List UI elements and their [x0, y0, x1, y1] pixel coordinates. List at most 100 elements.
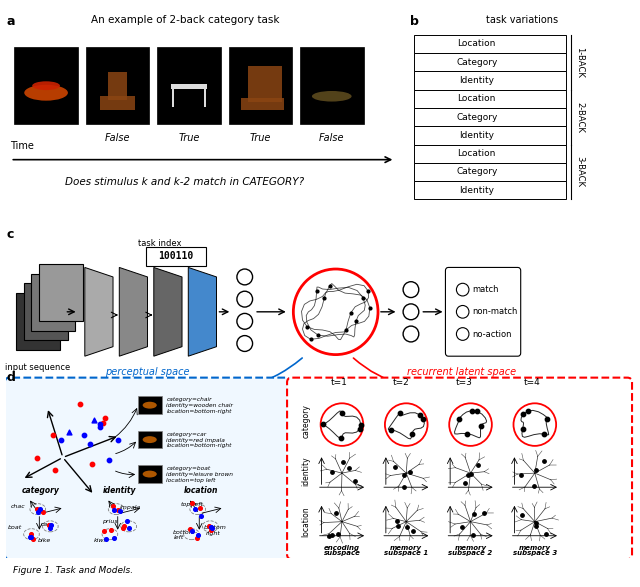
Text: True: True	[179, 133, 200, 143]
Text: location=bottom-right: location=bottom-right	[166, 409, 232, 414]
Text: memory: memory	[390, 545, 422, 551]
Text: task variations: task variations	[486, 15, 557, 25]
Point	[395, 409, 405, 418]
Point	[106, 526, 116, 535]
Circle shape	[456, 284, 469, 296]
Point	[31, 454, 42, 463]
Text: boat: boat	[8, 525, 22, 531]
Circle shape	[456, 328, 469, 340]
Point	[87, 459, 97, 468]
Text: subspace: subspace	[323, 550, 360, 556]
Point	[187, 527, 197, 536]
Text: 1-BACK: 1-BACK	[575, 47, 584, 77]
Point	[204, 521, 214, 531]
Text: location: location	[184, 487, 218, 495]
Text: Category: Category	[456, 58, 497, 66]
Text: Identity: Identity	[460, 186, 494, 195]
Point	[529, 481, 539, 490]
Bar	[138, 431, 162, 448]
Point	[516, 471, 526, 480]
Text: 2-BACK: 2-BACK	[575, 102, 584, 133]
Text: location: location	[301, 507, 310, 537]
Point	[119, 522, 129, 531]
Text: d: d	[6, 372, 15, 384]
Point	[206, 522, 216, 532]
Text: prius: prius	[102, 519, 118, 524]
Text: category: category	[22, 487, 60, 495]
Bar	[157, 47, 221, 124]
Circle shape	[293, 269, 378, 355]
Text: False: False	[319, 133, 344, 143]
Point	[99, 526, 109, 535]
Point	[337, 409, 348, 418]
Ellipse shape	[312, 91, 351, 102]
Text: identity=leisure brown: identity=leisure brown	[166, 472, 234, 477]
Point	[531, 518, 541, 528]
Polygon shape	[154, 268, 182, 356]
Point	[415, 410, 425, 420]
Bar	[414, 144, 566, 163]
Point	[193, 530, 203, 539]
Point	[402, 522, 412, 531]
Point	[75, 400, 85, 409]
Point	[531, 522, 541, 531]
Point	[479, 508, 490, 517]
Polygon shape	[188, 268, 216, 356]
Circle shape	[403, 304, 419, 320]
Text: identity=red impala: identity=red impala	[166, 437, 225, 443]
Ellipse shape	[143, 471, 157, 477]
Point	[318, 420, 328, 429]
Bar	[414, 35, 566, 53]
Text: task index: task index	[138, 239, 182, 248]
Point	[461, 429, 472, 438]
Bar	[172, 89, 174, 107]
Point	[344, 464, 354, 473]
Point	[46, 520, 56, 529]
Bar	[228, 47, 292, 124]
Bar	[108, 72, 127, 100]
Point	[463, 470, 473, 479]
Text: Figure 1. Task and Models.: Figure 1. Task and Models.	[13, 566, 133, 575]
Text: identity: identity	[301, 457, 310, 487]
Text: False: False	[105, 133, 131, 143]
Point	[333, 529, 343, 539]
Point	[355, 424, 365, 434]
Point	[522, 406, 532, 416]
Point	[45, 523, 55, 532]
Point	[207, 524, 218, 533]
Text: recurrent latent space: recurrent latent space	[406, 367, 516, 377]
Text: perceptual space: perceptual space	[105, 367, 190, 377]
FancyBboxPatch shape	[5, 377, 290, 559]
Bar	[86, 47, 149, 124]
Text: t=2: t=2	[393, 379, 410, 387]
Bar	[414, 108, 566, 126]
FancyBboxPatch shape	[16, 293, 60, 350]
Point	[26, 532, 36, 542]
Bar	[300, 47, 364, 124]
Point	[26, 529, 36, 538]
Point	[25, 532, 35, 542]
Bar	[100, 96, 136, 110]
Point	[100, 413, 110, 422]
Point	[124, 524, 134, 533]
Point	[44, 520, 54, 529]
Circle shape	[237, 336, 253, 352]
Point	[454, 415, 465, 424]
FancyBboxPatch shape	[24, 284, 68, 340]
FancyBboxPatch shape	[39, 264, 83, 321]
Text: Identity: Identity	[460, 76, 494, 85]
Point	[460, 478, 470, 487]
Point	[405, 468, 415, 477]
Point	[196, 511, 207, 521]
Text: top-left: top-left	[180, 502, 204, 507]
Bar	[204, 89, 206, 107]
Point	[469, 510, 479, 519]
Point	[104, 456, 114, 465]
Text: impala: impala	[119, 505, 141, 510]
Point	[386, 425, 396, 434]
Text: car: car	[41, 522, 51, 527]
Point	[85, 440, 95, 449]
Text: right: right	[205, 531, 220, 536]
Bar	[414, 181, 566, 200]
Point	[399, 483, 409, 492]
